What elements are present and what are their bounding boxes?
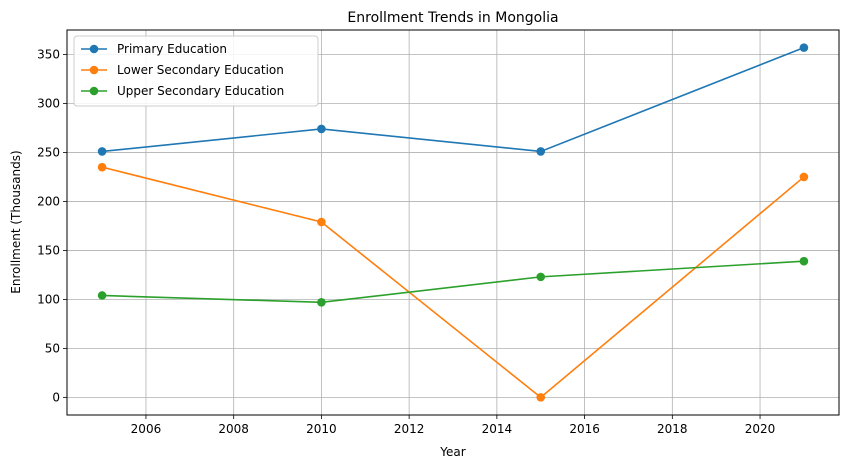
data-point-series-1: [317, 124, 326, 134]
plot-frame: [66, 29, 840, 416]
y-tick-label: 150: [37, 243, 60, 257]
y-tick-label: 50: [45, 341, 60, 355]
data-point-series-2: [317, 217, 326, 227]
y-axis-label: Enrollment (Thousands): [9, 150, 23, 293]
x-axis-label: Year: [439, 445, 465, 459]
data-point-series-1: [97, 147, 107, 156]
chart-title: Enrollment Trends in Mongolia: [347, 10, 558, 26]
series-line-1: [102, 46, 805, 153]
series-line-2: [101, 166, 805, 399]
data-point-series-3: [799, 256, 809, 266]
series-line-3: [102, 260, 804, 304]
y-tick-label: 100: [37, 292, 60, 306]
grid-lines: [67, 30, 839, 415]
legend-label: Lower Secondary Education: [117, 63, 284, 77]
data-point-series-3: [97, 291, 107, 300]
data-point-series-2: [799, 172, 809, 182]
y-tick-label: 350: [37, 47, 60, 61]
x-tick-label: 2010: [306, 422, 337, 436]
legend-swatch-marker: [89, 65, 99, 75]
y-tick-label: 0: [52, 390, 60, 404]
data-point-series-1: [536, 147, 546, 156]
x-tick-label: 2008: [218, 422, 249, 436]
legend: Primary Education Lower Secondary Educati…: [73, 35, 319, 107]
legend-swatch-marker: [89, 44, 99, 54]
x-tick-label: 2018: [657, 422, 688, 436]
data-point-series-3: [536, 272, 546, 282]
series-group: [97, 43, 809, 402]
y-axis-ticks: 0 50 100 150 200 250 300 350: [37, 47, 67, 404]
data-point-series-3: [317, 298, 326, 307]
legend-label: Upper Secondary Education: [117, 84, 284, 98]
x-tick-label: 2020: [745, 422, 776, 436]
x-axis-ticks: 2006 2008 2010 2012 2014 2016 2018 2020: [131, 415, 776, 436]
x-tick-label: 2006: [131, 422, 162, 436]
x-tick-label: 2014: [482, 422, 513, 436]
y-tick-label: 200: [37, 194, 60, 208]
legend-swatch-marker: [89, 86, 99, 96]
legend-box: [73, 35, 319, 107]
data-point-series-2: [536, 393, 546, 402]
legend-label: Primary Education: [117, 42, 227, 56]
y-tick-label: 300: [37, 96, 60, 110]
y-tick-label: 250: [37, 145, 60, 159]
data-point-series-2: [97, 162, 107, 172]
x-tick-label: 2012: [394, 422, 425, 436]
data-point-series-1: [799, 43, 809, 52]
x-tick-label: 2016: [569, 422, 600, 436]
